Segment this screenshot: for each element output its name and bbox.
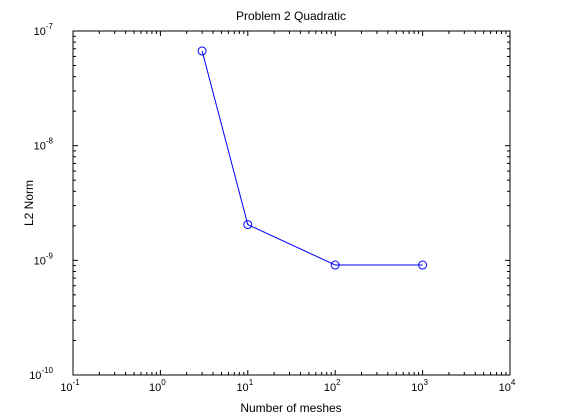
x-tick-label: 101: [236, 378, 253, 394]
y-tick-label: 10-9: [34, 251, 54, 267]
plot-area: [72, 30, 511, 376]
y-tick-label: 10-10: [29, 366, 53, 382]
x-tick-label: 102: [324, 378, 341, 394]
x-axis-label: Number of meshes: [240, 401, 341, 415]
y-tick-label: 10-8: [34, 137, 54, 153]
axis-ticks: [72, 31, 510, 376]
axis-tick-labels: 10-1 100 101 102 103 104 10-10 10-9 10-8 10-7: [29, 22, 516, 394]
series-line: [201, 50, 423, 266]
data-point-marker: [418, 260, 428, 270]
x-tick-label: 104: [499, 378, 516, 394]
data-point-marker: [330, 260, 340, 270]
chart-title: Problem 2 Quadratic: [236, 9, 346, 23]
data-point-marker: [243, 220, 253, 230]
x-tick-label: 103: [411, 378, 428, 394]
y-axis-label: L2 Norm: [22, 180, 36, 226]
series-group: [197, 46, 428, 270]
x-tick-label: 100: [149, 378, 166, 394]
y-tick-label: 10-7: [34, 22, 54, 38]
x-tick-label: 10-1: [60, 378, 80, 394]
data-point-marker: [197, 46, 207, 56]
